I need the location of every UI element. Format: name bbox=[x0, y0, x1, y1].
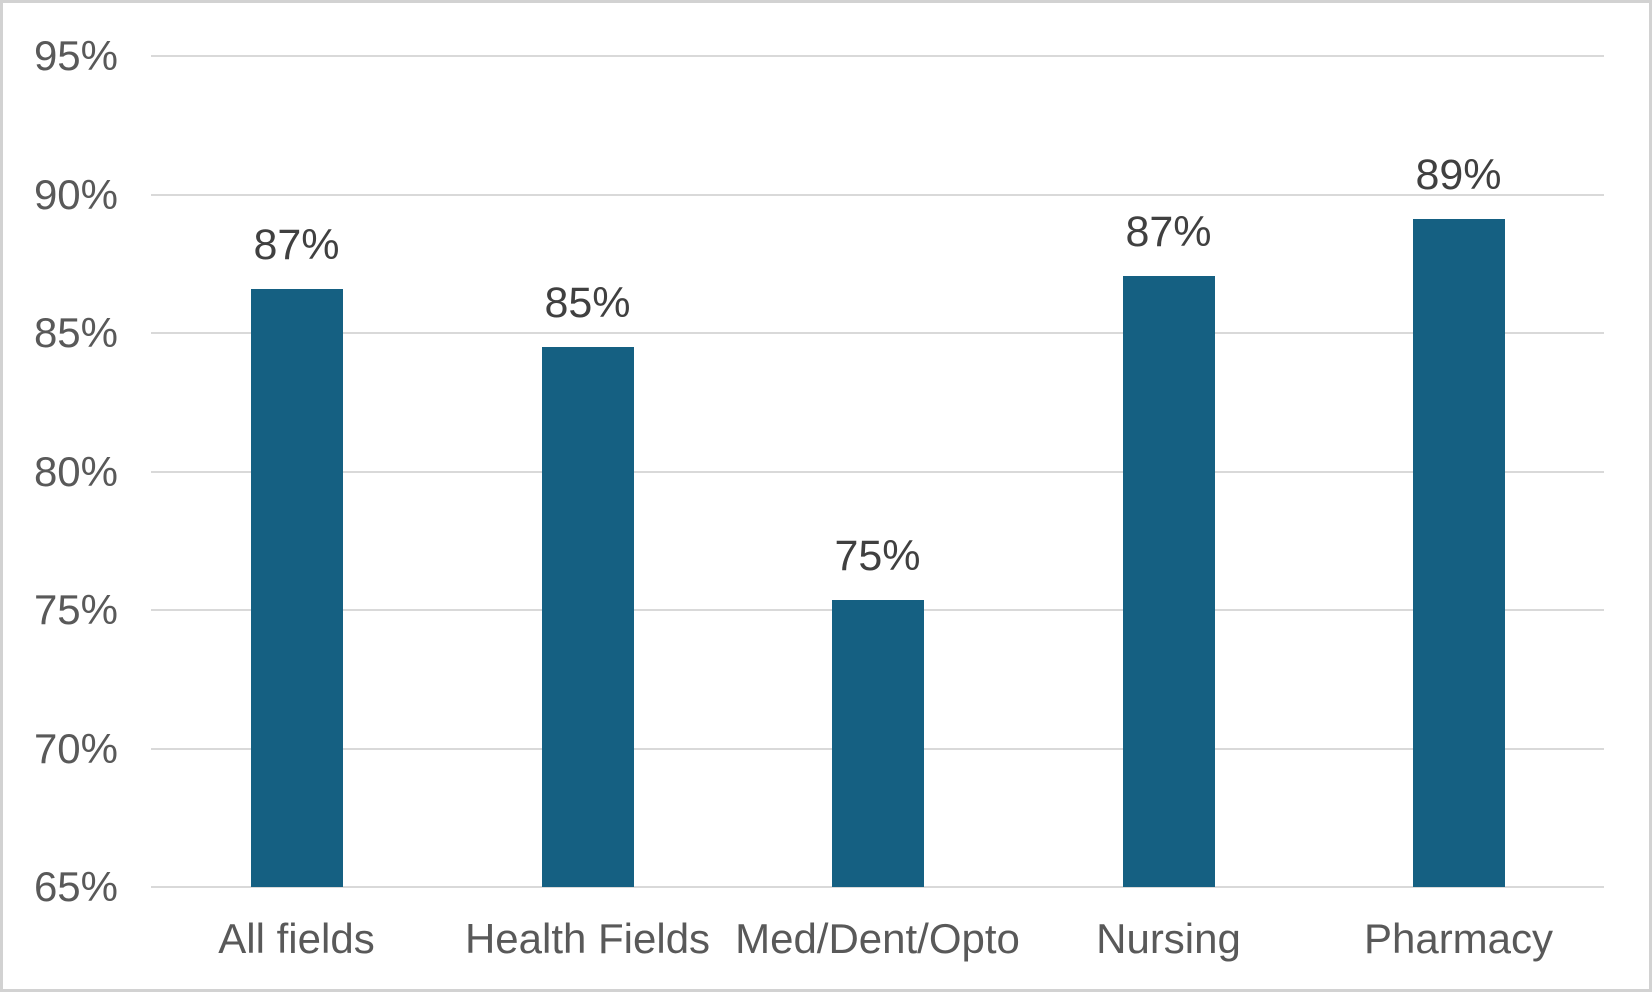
y-axis-tick-label: 80% bbox=[33, 448, 118, 495]
bar bbox=[1412, 219, 1505, 887]
bar-group: 85% bbox=[442, 56, 733, 887]
bar-value-label: 87% bbox=[1125, 208, 1212, 256]
x-axis-category-label: Med/Dent/Opto bbox=[735, 915, 1020, 962]
x-axis: All fields Health Fields Med/Dent/Opto N… bbox=[151, 911, 1604, 971]
bar-value-label: 75% bbox=[834, 532, 921, 580]
bar-group: 87% bbox=[1023, 56, 1314, 887]
x-axis-category-label: Nursing bbox=[1096, 915, 1241, 962]
x-axis-category-label: All fields bbox=[218, 915, 375, 962]
x-axis-category-label: Health Fields bbox=[464, 915, 711, 962]
bar-group: 87% bbox=[151, 56, 442, 887]
y-axis-tick-label: 70% bbox=[33, 725, 118, 772]
bar-value-label: 85% bbox=[544, 279, 631, 327]
bar-value-label: 87% bbox=[253, 221, 340, 269]
bar-value-label: 89% bbox=[1415, 151, 1502, 199]
gridline bbox=[151, 332, 1604, 334]
y-axis-tick-label: 90% bbox=[33, 171, 118, 218]
bar bbox=[250, 289, 343, 887]
bar bbox=[1122, 276, 1215, 887]
gridline bbox=[151, 55, 1604, 57]
y-axis: 95% 90% 85% 80% 75% 70% 65% bbox=[3, 3, 151, 989]
y-axis-tick-label: 95% bbox=[33, 32, 118, 79]
bar bbox=[541, 347, 634, 887]
y-axis-tick-label: 65% bbox=[33, 863, 118, 910]
gridline bbox=[151, 471, 1604, 473]
gridline bbox=[151, 194, 1604, 196]
bar bbox=[831, 600, 924, 887]
x-axis-category-label: Pharmacy bbox=[1363, 915, 1554, 962]
gridline bbox=[151, 886, 1604, 888]
y-axis-tick-label: 85% bbox=[33, 309, 118, 356]
bar-group: 75% bbox=[732, 56, 1023, 887]
y-axis-tick-label: 75% bbox=[33, 586, 118, 633]
bar-group: 89% bbox=[1313, 56, 1604, 887]
plot-area: 87% 85% 75% 87% 89% bbox=[151, 55, 1604, 888]
